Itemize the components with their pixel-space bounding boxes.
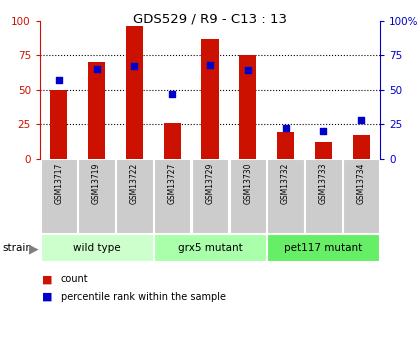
Text: ■: ■ xyxy=(42,275,52,284)
Text: GSM13734: GSM13734 xyxy=(357,162,366,204)
Text: GSM13719: GSM13719 xyxy=(92,162,101,204)
Point xyxy=(358,117,365,123)
Bar xyxy=(277,132,294,159)
Point xyxy=(55,77,62,83)
Point xyxy=(207,62,213,68)
FancyBboxPatch shape xyxy=(79,159,115,233)
FancyBboxPatch shape xyxy=(268,234,379,261)
Text: count: count xyxy=(61,275,89,284)
FancyBboxPatch shape xyxy=(268,159,304,233)
Bar xyxy=(88,62,105,159)
Text: strain: strain xyxy=(2,243,32,253)
Point xyxy=(282,126,289,131)
FancyBboxPatch shape xyxy=(305,159,341,233)
Text: GSM13729: GSM13729 xyxy=(205,162,215,204)
FancyBboxPatch shape xyxy=(192,159,228,233)
Bar xyxy=(202,39,218,159)
Text: ■: ■ xyxy=(42,292,52,302)
Text: ▶: ▶ xyxy=(29,243,38,256)
Text: GSM13717: GSM13717 xyxy=(54,162,63,204)
Text: percentile rank within the sample: percentile rank within the sample xyxy=(61,292,226,302)
Text: GSM13727: GSM13727 xyxy=(168,162,177,204)
Bar xyxy=(239,55,256,159)
FancyBboxPatch shape xyxy=(154,159,190,233)
Point xyxy=(244,68,251,73)
FancyBboxPatch shape xyxy=(230,159,266,233)
Bar xyxy=(50,90,67,159)
FancyBboxPatch shape xyxy=(41,234,152,261)
Text: GSM13730: GSM13730 xyxy=(243,162,252,204)
FancyBboxPatch shape xyxy=(154,234,266,261)
Bar xyxy=(164,123,181,159)
Text: grx5 mutant: grx5 mutant xyxy=(178,243,242,253)
Point xyxy=(93,66,100,72)
Text: GDS529 / R9 - C13 : 13: GDS529 / R9 - C13 : 13 xyxy=(133,12,287,25)
FancyBboxPatch shape xyxy=(343,159,379,233)
FancyBboxPatch shape xyxy=(116,159,152,233)
Bar xyxy=(315,142,332,159)
Text: wild type: wild type xyxy=(73,243,121,253)
Bar xyxy=(126,26,143,159)
Point xyxy=(169,91,176,97)
Point xyxy=(131,63,138,69)
Point xyxy=(320,128,327,134)
Text: GSM13722: GSM13722 xyxy=(130,162,139,204)
Text: GSM13733: GSM13733 xyxy=(319,162,328,204)
Bar xyxy=(353,135,370,159)
Text: GSM13732: GSM13732 xyxy=(281,162,290,204)
FancyBboxPatch shape xyxy=(41,159,77,233)
Text: pet117 mutant: pet117 mutant xyxy=(284,243,362,253)
